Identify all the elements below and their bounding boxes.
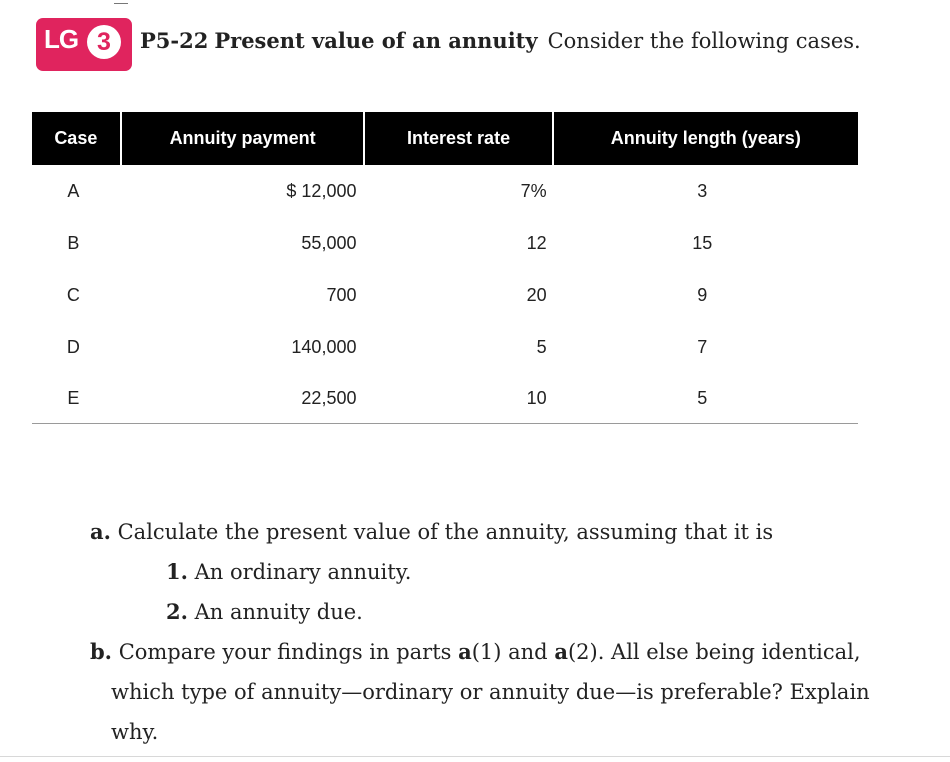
length-cell: 7 xyxy=(697,336,708,357)
learning-goal-number: 3 xyxy=(87,25,121,59)
table-row: E 22,500 10 5 xyxy=(32,373,858,424)
case-cell: B xyxy=(67,232,80,253)
length-cell: 5 xyxy=(552,373,858,424)
question-a-label: a. xyxy=(90,519,111,544)
cases-table: Case Annuity payment Interest rate Annui… xyxy=(32,112,858,424)
table-row: C 700 20 9 xyxy=(32,269,858,321)
length-cell: 15 xyxy=(692,232,713,253)
part-ref-a2-letter: a xyxy=(554,639,568,664)
question-b: b. Compare your findings in parts a(1) a… xyxy=(90,632,861,672)
table-header-row: Case Annuity payment Interest rate Annui… xyxy=(32,112,858,165)
rate-cell: 12 xyxy=(526,232,547,253)
problem-heading: P5-22 Present value of an annuity Consider… xyxy=(140,28,861,53)
problem-id: P5-22 xyxy=(140,28,209,53)
question-a-item-1: 1. An ordinary annuity. xyxy=(90,552,850,592)
question-a-text: Calculate the present value of the annui… xyxy=(117,520,774,544)
part-ref-a1-letter: a xyxy=(458,639,472,664)
item-1-label: 1. xyxy=(166,559,188,584)
part-ref-a1-num: (1) xyxy=(471,640,502,664)
length-cell: 9 xyxy=(697,284,708,305)
learning-goal-prefix: LG xyxy=(44,24,79,54)
item-2-text: An annuity due. xyxy=(194,600,363,624)
question-b-label: b. xyxy=(90,639,112,664)
payment-cell: 22,500 xyxy=(120,373,365,424)
question-a-item-2: 2. An annuity due. xyxy=(90,592,850,632)
learning-goal-badge: LG 3 xyxy=(36,18,132,71)
question-b-joiner: and xyxy=(508,640,548,664)
problem-title: Present value of an annuity xyxy=(214,28,538,53)
bottom-divider xyxy=(0,756,950,757)
questions-block: a. Calculate the present value of the an… xyxy=(90,512,870,752)
question-b-line-3: why. xyxy=(111,720,159,744)
case-cell: C xyxy=(66,284,80,305)
case-cell: A xyxy=(67,180,80,201)
length-cell: 3 xyxy=(697,180,708,201)
question-a: a. Calculate the present value of the an… xyxy=(90,512,850,552)
table-row: A $ 12,000 7% 3 xyxy=(32,165,858,217)
problem-intro: Consider the following cases. xyxy=(547,29,861,53)
question-b-text-end: . All else being identical, xyxy=(597,640,861,664)
top-strip xyxy=(0,0,950,6)
table-row: D 140,000 5 7 xyxy=(32,321,858,373)
payment-cell: 700 xyxy=(326,284,357,305)
header-annuity-payment: Annuity payment xyxy=(119,112,365,165)
question-b-text-start: Compare your findings in parts xyxy=(118,640,452,664)
header-interest-rate: Interest rate xyxy=(363,112,553,165)
payment-cell: $ 12,000 xyxy=(286,180,357,201)
page-fragment-mark xyxy=(114,0,128,4)
rate-cell: 20 xyxy=(526,284,547,305)
header-annuity-length: Annuity length (years) xyxy=(551,112,858,165)
question-b-line-2: which type of annuity—ordinary or annuit… xyxy=(111,680,870,704)
payment-cell: 140,000 xyxy=(291,336,357,357)
payment-cell: 55,000 xyxy=(301,232,357,253)
part-ref-a2-num: (2) xyxy=(567,640,598,664)
item-1-text: An ordinary annuity. xyxy=(194,560,412,584)
case-cell: D xyxy=(66,336,80,357)
rate-cell: 10 xyxy=(364,373,553,424)
rate-cell: 7% xyxy=(520,180,547,201)
item-2-label: 2. xyxy=(166,599,188,624)
header-case: Case xyxy=(32,112,121,165)
case-cell: E xyxy=(32,373,121,424)
table-row: B 55,000 12 15 xyxy=(32,217,858,269)
rate-cell: 5 xyxy=(536,336,547,357)
